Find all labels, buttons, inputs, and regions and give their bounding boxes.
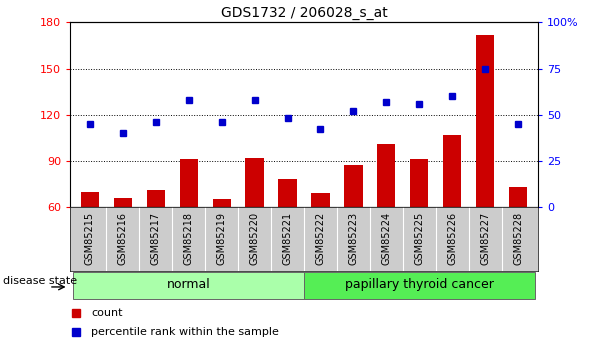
Bar (311, 193, 330, 207)
Text: papillary thyroid cancer: papillary thyroid cancer (345, 278, 494, 292)
Bar (73, 272, 304, 299)
Text: GSM85217: GSM85217 (151, 212, 161, 265)
Text: GSM85220: GSM85220 (249, 212, 260, 265)
Bar (179, 159, 198, 207)
Text: disease state: disease state (4, 276, 78, 286)
Text: GSM85224: GSM85224 (381, 212, 392, 265)
Bar (510, 187, 527, 207)
Bar (476, 35, 494, 207)
Text: GSM85227: GSM85227 (480, 212, 490, 265)
Text: GSM85228: GSM85228 (513, 212, 523, 265)
Text: percentile rank within the sample: percentile rank within the sample (91, 327, 279, 337)
Text: GSM85216: GSM85216 (118, 212, 128, 265)
Bar (443, 135, 461, 207)
Bar (114, 198, 132, 207)
Text: GSM85219: GSM85219 (216, 212, 227, 265)
Text: GSM85221: GSM85221 (283, 212, 292, 265)
Title: GDS1732 / 206028_s_at: GDS1732 / 206028_s_at (221, 6, 387, 20)
Text: GSM85223: GSM85223 (348, 212, 359, 265)
Bar (344, 166, 362, 207)
Text: normal: normal (167, 278, 210, 292)
Bar (304, 272, 535, 299)
Bar (278, 179, 297, 207)
Text: GSM85222: GSM85222 (316, 212, 325, 265)
Text: GSM85226: GSM85226 (447, 212, 457, 265)
Bar (410, 159, 429, 207)
Text: GSM85225: GSM85225 (415, 212, 424, 265)
Text: GSM85218: GSM85218 (184, 212, 193, 265)
Text: GSM85215: GSM85215 (85, 212, 95, 265)
Bar (147, 190, 165, 207)
Bar (246, 158, 264, 207)
Bar (81, 191, 98, 207)
Bar (378, 144, 395, 207)
Bar (213, 199, 230, 207)
Text: count: count (91, 308, 123, 318)
